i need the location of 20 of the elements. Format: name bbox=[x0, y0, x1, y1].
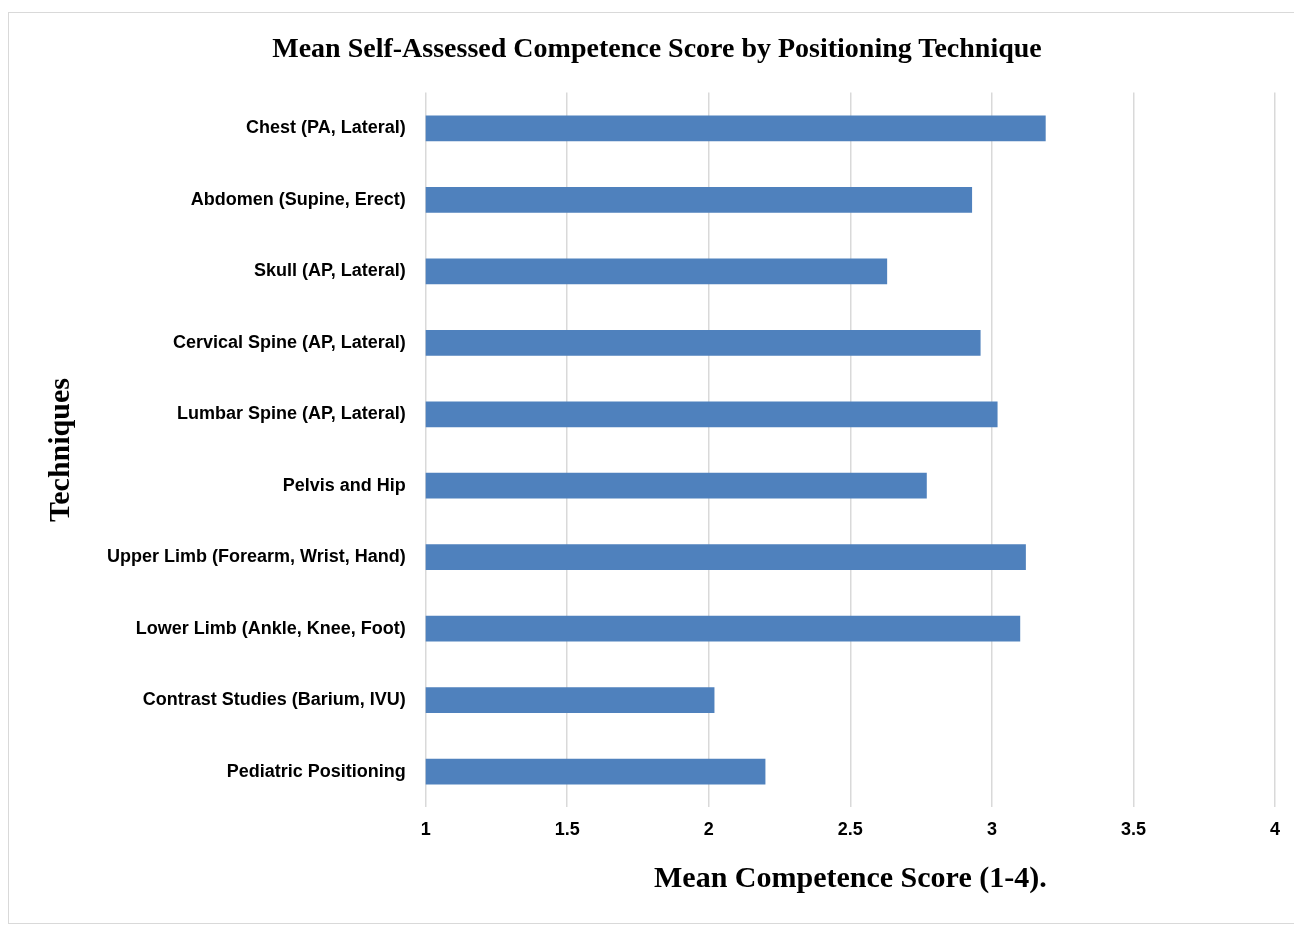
x-tick-label: 2 bbox=[703, 819, 714, 840]
y-tick-label: Pediatric Positioning bbox=[226, 760, 406, 781]
x-tick-label: 4 bbox=[1269, 819, 1281, 840]
y-tick-label: Chest (PA, Lateral) bbox=[245, 117, 406, 138]
x-tick-label: 1.5 bbox=[554, 819, 580, 840]
x-axis-title: Mean Competence Score (1-4). bbox=[654, 859, 1047, 894]
y-tick-label: Contrast Studies (Barium, IVU) bbox=[142, 689, 406, 710]
x-tick-label: 1 bbox=[420, 819, 431, 840]
y-axis-title: Techniques bbox=[41, 378, 75, 522]
x-tick-label: 2.5 bbox=[837, 819, 863, 840]
y-tick-label: Skull (AP, Lateral) bbox=[253, 260, 406, 281]
x-tick-label: 3.5 bbox=[1120, 819, 1146, 840]
x-tick-label: 3 bbox=[986, 819, 997, 840]
y-tick-label: Upper Limb (Forearm, Wrist, Hand) bbox=[106, 546, 406, 567]
y-tick-label: Abdomen (Supine, Erect) bbox=[190, 188, 406, 209]
y-tick-label: Lower Limb (Ankle, Knee, Foot) bbox=[135, 617, 406, 638]
y-tick-label: Pelvis and Hip bbox=[282, 474, 406, 495]
y-tick-label: Lumbar Spine (AP, Lateral) bbox=[176, 403, 406, 424]
chart-title: Mean Self-Assessed Competence Score by Positioning Technique bbox=[272, 32, 1042, 64]
y-tick-label: Cervical Spine (AP, Lateral) bbox=[172, 331, 406, 352]
